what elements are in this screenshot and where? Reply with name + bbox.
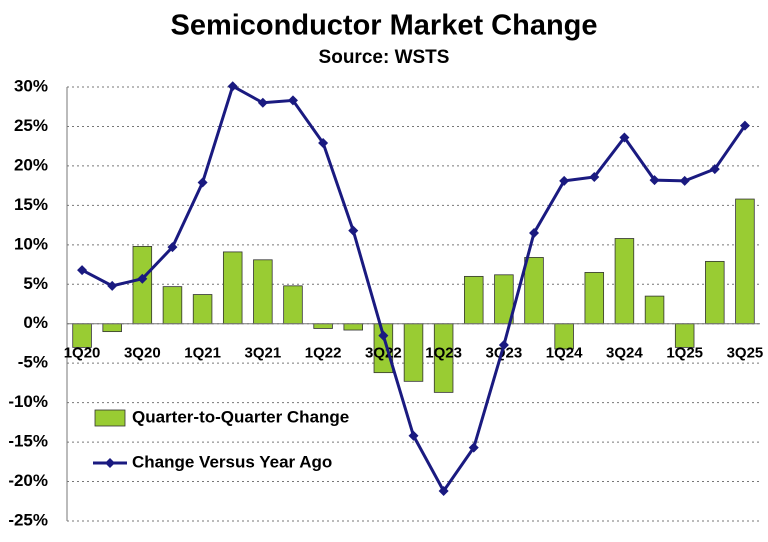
y-tick-label: -10% — [8, 392, 48, 411]
line-marker — [438, 486, 449, 497]
legend-swatch — [94, 409, 126, 427]
legend-label: Change Versus Year Ago — [132, 452, 332, 471]
bar — [524, 257, 544, 325]
y-tick-label: 30% — [14, 76, 48, 95]
line-marker — [197, 177, 208, 188]
bar — [102, 323, 122, 333]
line-marker — [257, 97, 268, 108]
line-marker — [167, 242, 178, 253]
x-tick-label: 1Q20 — [64, 345, 101, 362]
line-marker — [318, 138, 329, 149]
bar — [132, 245, 153, 325]
y-tick-label: -25% — [8, 510, 48, 529]
bar — [192, 294, 213, 325]
line-marker — [498, 340, 509, 351]
bar — [343, 323, 363, 331]
line-marker — [378, 330, 389, 341]
x-tick-label: 3Q20 — [124, 345, 161, 362]
x-tick-label: 3Q23 — [486, 345, 523, 362]
bar — [313, 323, 333, 329]
line-marker — [529, 227, 540, 238]
y-tick-label: 25% — [14, 116, 48, 135]
line-marker — [107, 280, 118, 291]
y-tick-label: 0% — [23, 313, 48, 332]
x-tick-label: 3Q25 — [727, 345, 764, 362]
legend-swatch — [105, 458, 115, 468]
line-marker — [468, 442, 479, 453]
y-tick-label: 5% — [23, 274, 48, 293]
x-tick-label: 1Q23 — [425, 345, 462, 362]
bar — [222, 251, 243, 325]
line-marker — [137, 273, 148, 284]
x-tick-label: 3Q21 — [244, 345, 281, 362]
bar — [705, 260, 725, 325]
line-marker — [589, 171, 600, 182]
line-marker — [77, 265, 88, 276]
line-marker — [709, 164, 720, 175]
line-marker — [559, 175, 570, 186]
line-marker — [287, 95, 298, 106]
chart-title: Semiconductor Market Change — [170, 10, 597, 42]
x-tick-label: 1Q25 — [666, 345, 703, 362]
chart-subtitle: Source: WSTS — [319, 47, 450, 68]
bar — [584, 272, 605, 325]
line-marker — [679, 175, 690, 186]
y-tick-label: -20% — [8, 471, 48, 490]
line-marker — [348, 225, 359, 236]
x-tick-label: 3Q24 — [606, 345, 643, 362]
bar — [644, 295, 665, 325]
bar — [735, 198, 755, 325]
line-marker — [408, 430, 419, 441]
line-marker — [739, 120, 750, 131]
bar — [162, 286, 183, 325]
y-tick-label: -5% — [18, 353, 48, 372]
bar — [403, 323, 424, 382]
x-tick-label: 1Q22 — [305, 345, 342, 362]
y-tick-label: 15% — [14, 195, 48, 214]
line-marker — [619, 132, 630, 143]
bar — [283, 285, 303, 325]
x-tick-label: 1Q24 — [546, 345, 583, 362]
bar — [464, 275, 484, 325]
y-tick-label: -15% — [8, 432, 48, 451]
bar — [614, 238, 635, 325]
bar — [253, 259, 273, 325]
line-marker — [649, 175, 660, 186]
x-tick-label: 3Q22 — [365, 345, 402, 362]
legend-label: Quarter-to-Quarter Change — [132, 407, 349, 426]
y-tick-label: 10% — [14, 234, 48, 253]
y-tick-label: 20% — [14, 155, 48, 174]
x-tick-label: 1Q21 — [184, 345, 221, 362]
line-marker — [227, 81, 238, 92]
